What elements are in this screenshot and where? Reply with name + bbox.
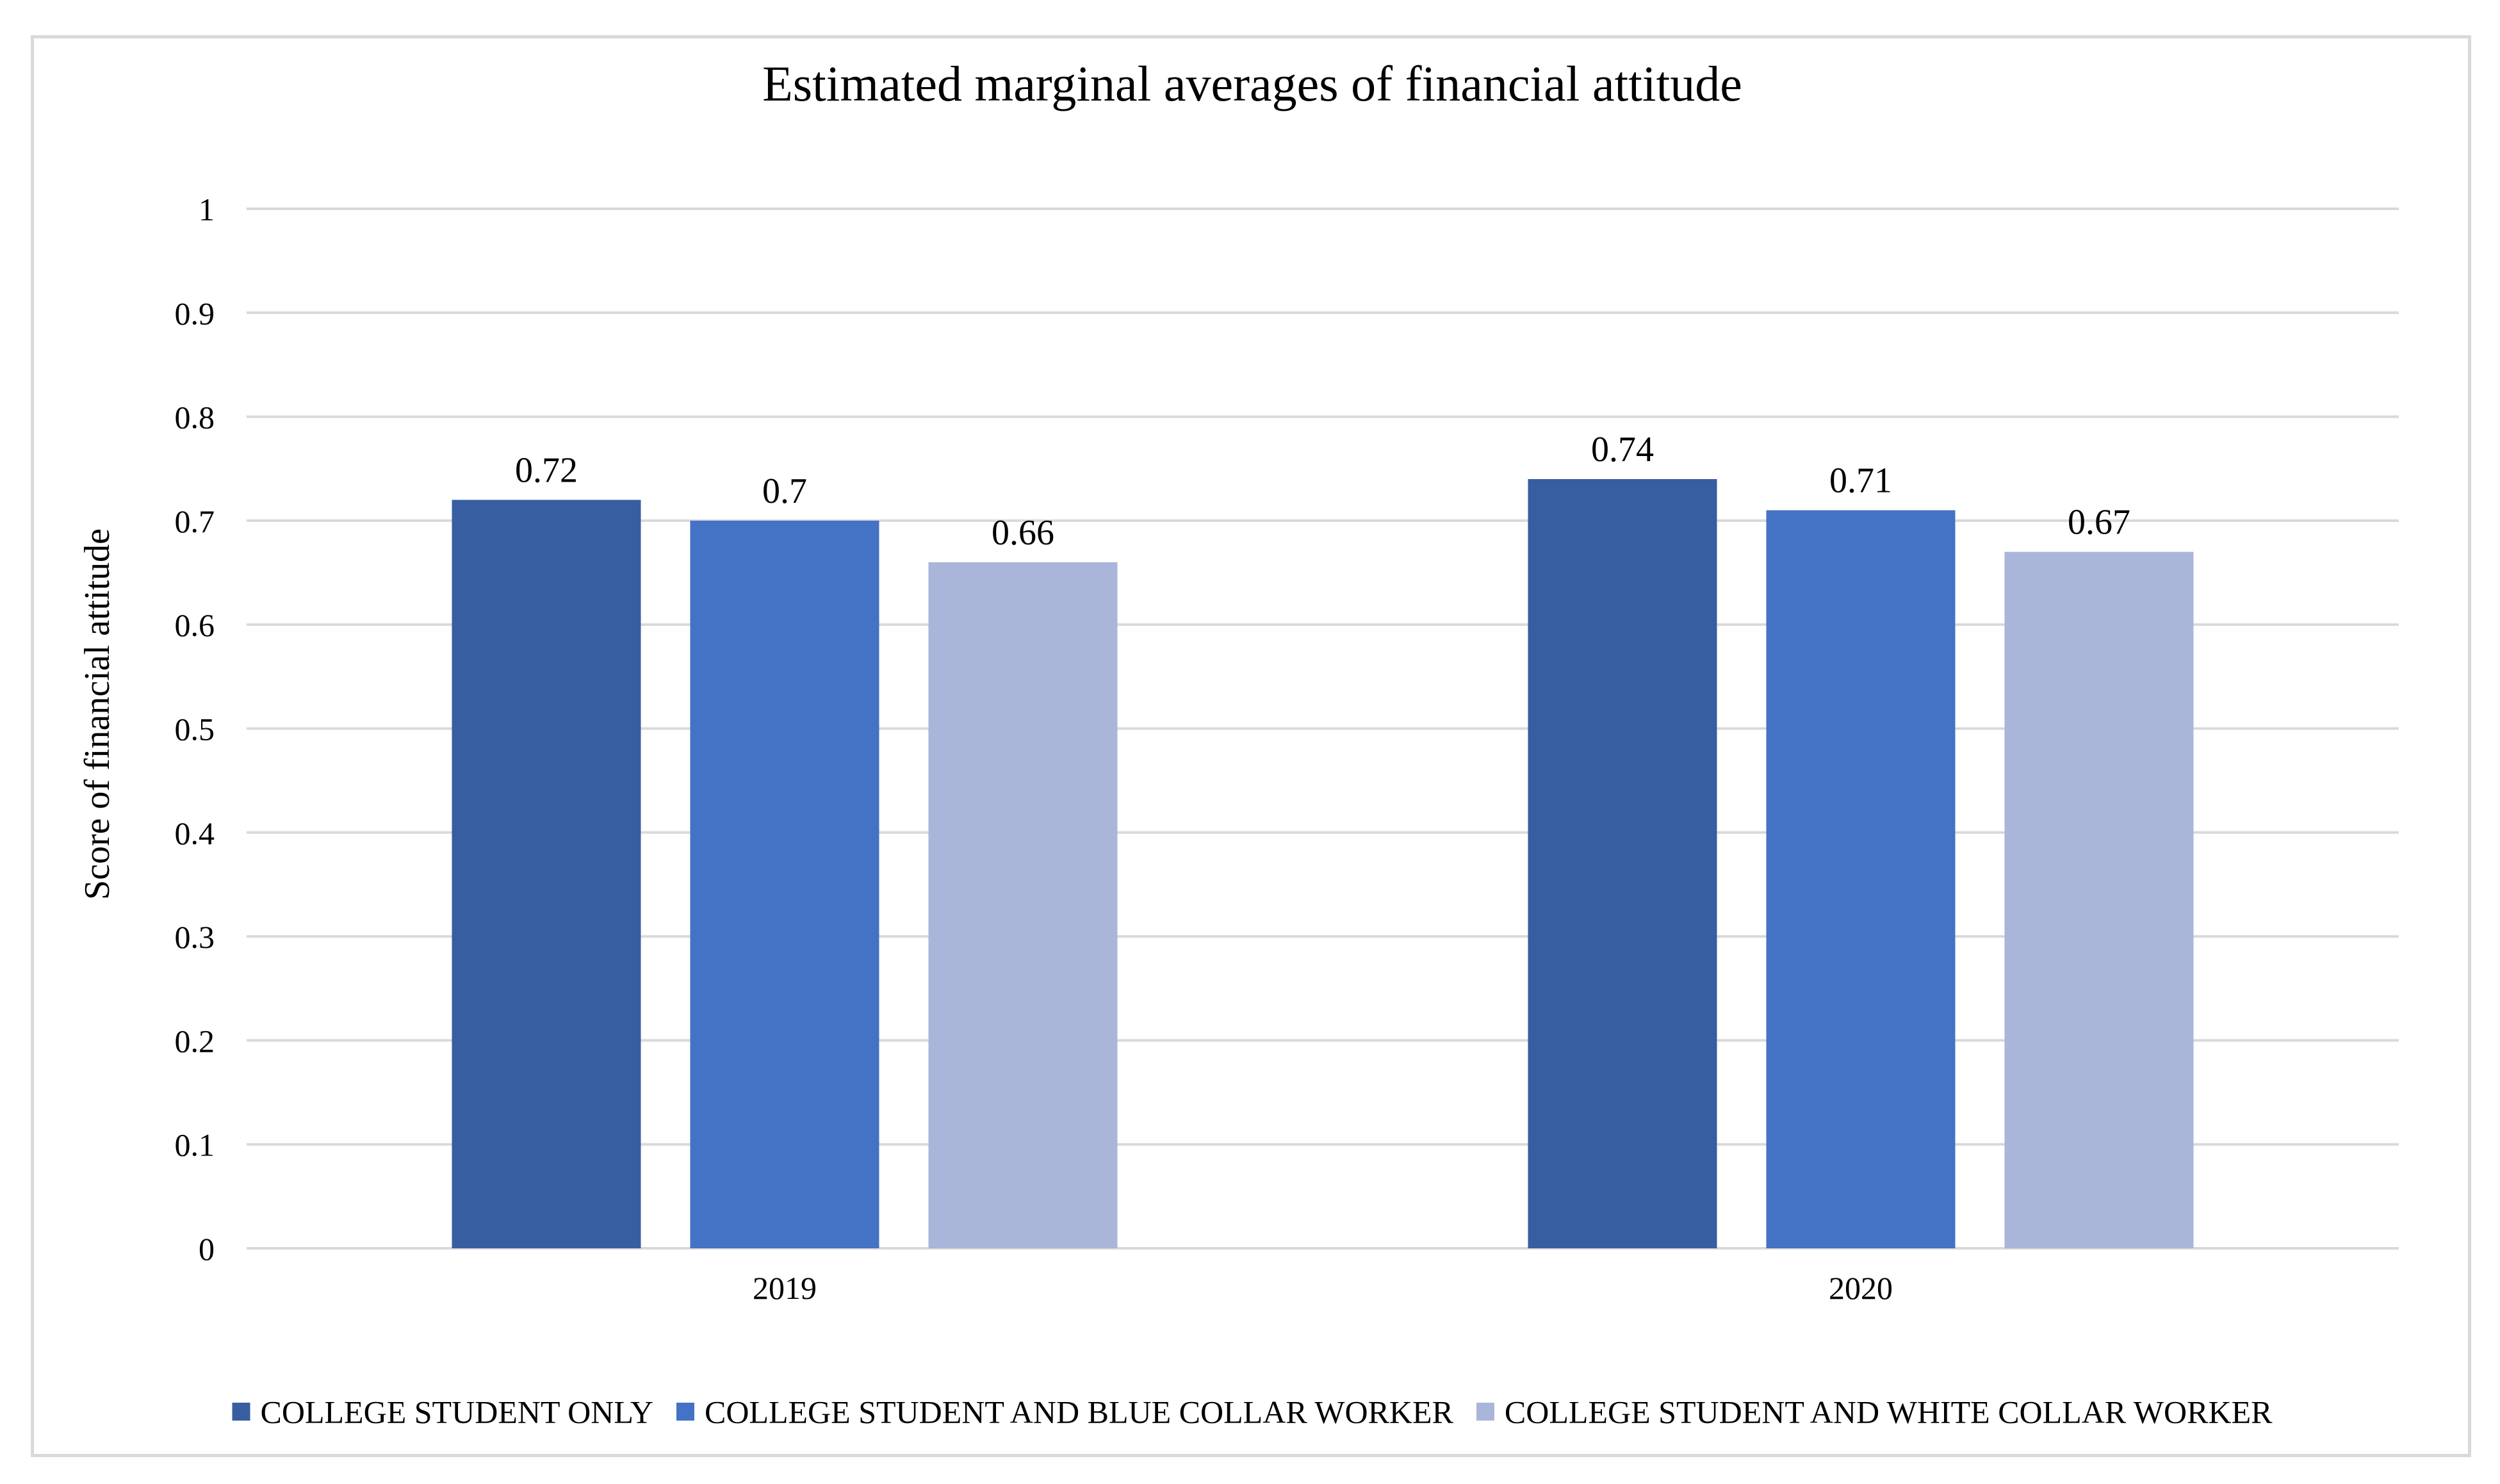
y-tick-label: 0.1 [175,1127,215,1163]
x-axis-ticks: 2019 2020 [753,1270,1893,1306]
data-label: 0.66 [992,513,1054,553]
bars [452,478,2194,1249]
y-tick-label: 0.8 [175,400,215,436]
y-tick-label: 1 [199,192,215,227]
bar-2020-series-2 [1766,510,1956,1249]
bar-2019-series-2 [690,520,879,1248]
x-tick-label: 2019 [753,1270,817,1306]
y-tick-label: 0.9 [175,295,215,331]
data-label: 0.74 [1591,430,1654,469]
y-axis-ticks: 0 0.1 0.2 0.3 0.4 0.5 0.6 0.7 0.8 0.9 1 [175,192,215,1267]
bar-2019-series-1 [452,500,641,1249]
legend-item-2: COLLEGE STUDENT AND BLUE COLLAR WORKER [676,1394,1454,1430]
bar-2020-series-1 [1528,478,1717,1248]
data-label: 0.71 [1829,461,1892,501]
legend-swatch [676,1403,694,1421]
chart-title: Estimated marginal averages of financial… [762,56,1742,111]
legend-label: COLLEGE STUDENT ONLY [261,1394,653,1430]
y-tick-label: 0.6 [175,607,215,643]
legend-label: COLLEGE STUDENT AND WHITE COLLAR WORKER [1505,1394,2273,1430]
legend-label: COLLEGE STUDENT AND BLUE COLLAR WORKER [705,1394,1454,1430]
legend-swatch [1476,1403,1494,1421]
data-label: 0.67 [2068,503,2130,542]
legend-item-3: COLLEGE STUDENT AND WHITE COLLAR WORKER [1476,1394,2273,1430]
data-label: 0.7 [762,471,807,511]
y-tick-label: 0.2 [175,1023,215,1059]
data-labels: 0.72 0.7 0.66 0.74 0.71 0.67 [515,430,2130,553]
y-tick-label: 0.5 [175,712,215,747]
bar-2019-series-3 [928,562,1118,1248]
y-tick-label: 0 [199,1231,215,1267]
x-tick-label: 2020 [1829,1270,1893,1306]
bar-2020-series-3 [2004,551,2194,1248]
legend-item-1: COLLEGE STUDENT ONLY [232,1394,653,1430]
y-tick-label: 0.3 [175,919,215,955]
y-tick-label: 0.7 [175,503,215,539]
data-label: 0.72 [515,450,578,490]
y-axis-label: Score of financial attitude [78,528,117,900]
legend: COLLEGE STUDENT ONLY COLLEGE STUDENT AND … [232,1394,2273,1430]
y-tick-label: 0.4 [175,815,215,851]
legend-swatch [232,1403,250,1421]
